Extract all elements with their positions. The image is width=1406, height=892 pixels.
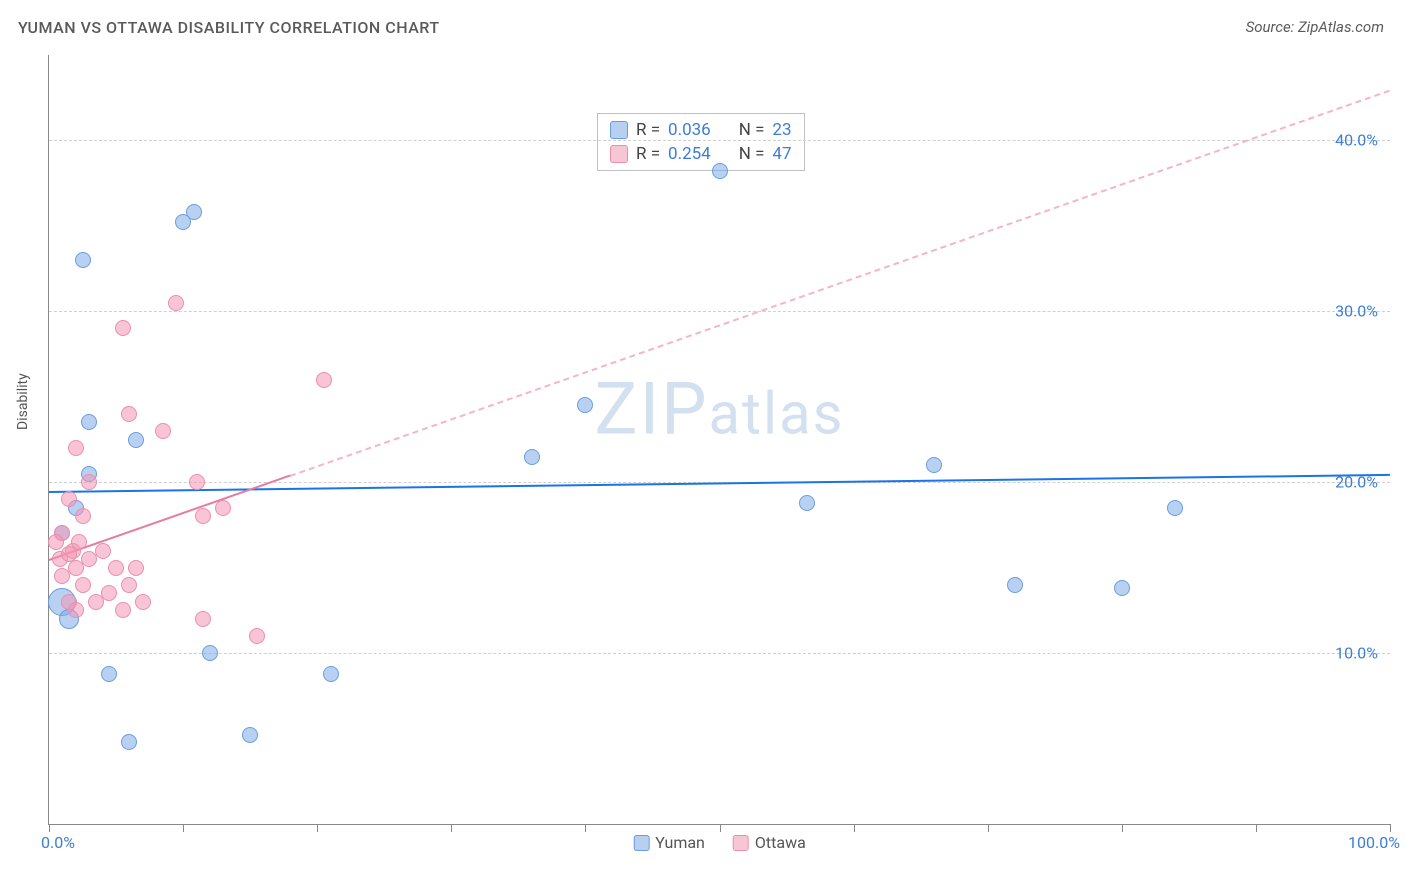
data-point xyxy=(54,568,70,584)
x-tick xyxy=(1390,824,1391,832)
data-point xyxy=(95,543,111,559)
swatch-icon xyxy=(633,835,649,851)
data-point xyxy=(75,252,91,268)
data-point xyxy=(108,560,124,576)
data-point xyxy=(121,577,137,593)
data-point xyxy=(121,406,137,422)
x-tick xyxy=(988,824,989,832)
x-tick xyxy=(317,824,318,832)
data-point xyxy=(135,594,151,610)
x-tick-label: 0.0% xyxy=(41,833,75,852)
data-point xyxy=(189,474,205,490)
data-point xyxy=(215,500,231,516)
legend-item: Yuman xyxy=(633,833,705,852)
x-tick xyxy=(854,824,855,832)
r-value: 0.036 xyxy=(668,120,711,140)
data-point xyxy=(926,457,942,473)
data-point xyxy=(155,423,171,439)
chart-title: YUMAN VS OTTAWA DISABILITY CORRELATION C… xyxy=(18,18,440,37)
legend-label: Ottawa xyxy=(755,833,806,852)
r-label: R = xyxy=(636,120,660,140)
source-attribution: Source: ZipAtlas.com xyxy=(1246,18,1384,36)
data-point xyxy=(577,397,593,413)
data-point xyxy=(202,645,218,661)
y-axis-label: Disability xyxy=(15,373,31,430)
data-point xyxy=(186,204,202,220)
chart-container: YUMAN VS OTTAWA DISABILITY CORRELATION C… xyxy=(0,0,1406,892)
n-value: 23 xyxy=(772,120,791,140)
data-point xyxy=(68,440,84,456)
data-point xyxy=(195,611,211,627)
data-point xyxy=(128,432,144,448)
legend-label: Yuman xyxy=(655,833,705,852)
data-point xyxy=(799,495,815,511)
x-tick xyxy=(720,824,721,832)
x-tick xyxy=(1256,824,1257,832)
stats-row: R = 0.036 N = 23 xyxy=(610,118,792,142)
swatch-icon xyxy=(610,145,628,163)
data-point xyxy=(81,474,97,490)
y-tick-label: 40.0% xyxy=(1335,131,1378,150)
x-tick xyxy=(183,824,184,832)
x-tick-label: 100.0% xyxy=(1348,833,1400,852)
data-point xyxy=(101,585,117,601)
swatch-icon xyxy=(610,121,628,139)
data-point xyxy=(1007,577,1023,593)
watermark-text: ZIPatlas xyxy=(594,366,844,451)
data-point xyxy=(88,594,104,610)
data-point xyxy=(249,628,265,644)
gridline xyxy=(49,653,1390,654)
trend-line xyxy=(290,89,1390,476)
data-point xyxy=(323,666,339,682)
series-legend: Yuman Ottawa xyxy=(633,833,806,852)
data-point xyxy=(61,491,77,507)
data-point xyxy=(81,414,97,430)
plot-area: ZIPatlas R = 0.036 N = 23 R = 0.254 N = … xyxy=(48,55,1390,825)
legend-item: Ottawa xyxy=(733,833,806,852)
data-point xyxy=(75,577,91,593)
data-point xyxy=(1167,500,1183,516)
y-tick-label: 10.0% xyxy=(1335,644,1378,663)
data-point xyxy=(316,372,332,388)
stats-legend-box: R = 0.036 N = 23 R = 0.254 N = 47 xyxy=(597,113,805,171)
data-point xyxy=(195,508,211,524)
data-point xyxy=(115,320,131,336)
data-point xyxy=(128,560,144,576)
data-point xyxy=(75,508,91,524)
data-point xyxy=(68,602,84,618)
data-point xyxy=(48,534,64,550)
data-point xyxy=(242,727,258,743)
stats-row: R = 0.254 N = 47 xyxy=(610,142,792,166)
x-tick xyxy=(1122,824,1123,832)
r-label: R = xyxy=(636,144,660,164)
n-label: N = xyxy=(739,120,765,140)
data-point xyxy=(524,449,540,465)
r-value: 0.254 xyxy=(668,144,711,164)
data-point xyxy=(121,734,137,750)
data-point xyxy=(101,666,117,682)
y-tick-label: 30.0% xyxy=(1335,302,1378,321)
x-tick xyxy=(585,824,586,832)
n-label: N = xyxy=(739,144,765,164)
x-tick xyxy=(49,824,50,832)
gridline xyxy=(49,140,1390,141)
data-point xyxy=(115,602,131,618)
data-point xyxy=(168,295,184,311)
n-value: 47 xyxy=(772,144,791,164)
x-tick xyxy=(451,824,452,832)
gridline xyxy=(49,311,1390,312)
data-point xyxy=(712,163,728,179)
swatch-icon xyxy=(733,835,749,851)
data-point xyxy=(1114,580,1130,596)
